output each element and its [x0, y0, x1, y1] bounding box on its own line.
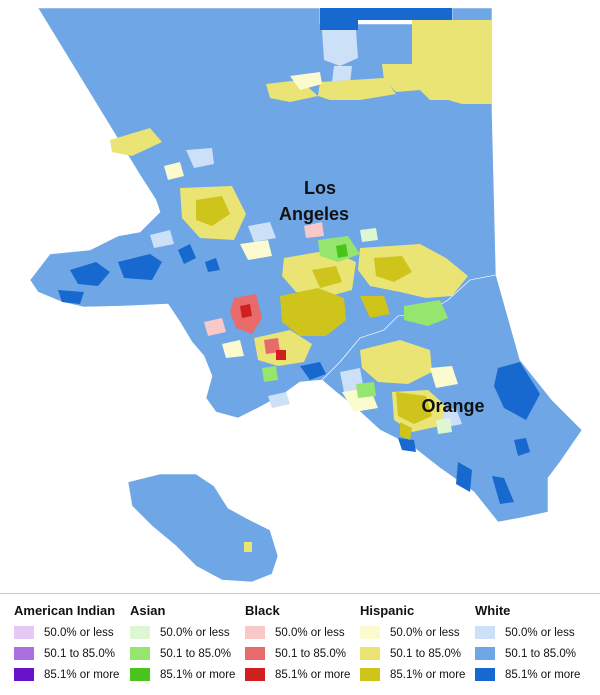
legend-group-white: White 50.0% or less 50.1 to 85.0% 85.1% … [475, 602, 590, 690]
legend-title: Asian [130, 603, 166, 618]
santa-clarita-hispanic [110, 128, 162, 156]
legend-swatch [245, 647, 265, 660]
legend-label: 85.1% or more [275, 668, 351, 681]
orange-south-dark-white [514, 438, 530, 456]
legend-divider [0, 593, 600, 594]
island-hispanic [244, 542, 252, 552]
legend-title: White [475, 603, 511, 618]
black-areas [204, 222, 324, 360]
legend-label: 50.0% or less [275, 626, 345, 639]
map-canvas: Los Angeles Orange [29, 7, 583, 583]
legend-swatch [360, 626, 380, 639]
legend-item: 50.0% or less [360, 622, 475, 643]
legend-title: American Indian [14, 603, 116, 618]
northeast-dark-white [320, 8, 452, 30]
orange-asian [356, 382, 376, 398]
asian-light-2 [436, 418, 452, 434]
legend-label: 85.1% or more [44, 668, 120, 681]
south-la-hispanic [254, 330, 312, 366]
legend-swatch [130, 668, 150, 681]
hispanic-50-less-areas [164, 72, 458, 412]
legend-label: 50.0% or less [160, 626, 230, 639]
north-orange-hispanic [360, 340, 432, 384]
legend-item: 50.1 to 85.0% [14, 643, 130, 664]
legend-item: 85.1% or more [14, 664, 130, 685]
legend-swatch [130, 626, 150, 639]
legend-swatch [14, 626, 34, 639]
legend-title: Black [245, 603, 280, 618]
legend-group-black: Black 50.0% or less 50.1 to 85.0% 85.1% … [245, 602, 360, 690]
label-los: Los [304, 178, 336, 198]
legend-item: 85.1% or more [245, 664, 360, 685]
hispanic-85-plus-areas [196, 196, 432, 440]
legend: American Indian 50.0% or less 50.1 to 85… [14, 602, 594, 690]
legend-label: 50.1 to 85.0% [505, 647, 576, 660]
label-orange: Orange [421, 396, 484, 416]
legend-label: 85.1% or more [505, 668, 581, 681]
label-angeles: Angeles [279, 204, 349, 224]
asian-areas [262, 228, 452, 434]
legend-item: 85.1% or more [360, 664, 475, 685]
la-coast-dark-white [300, 362, 326, 380]
south-bay-asian [262, 366, 278, 382]
legend-item: 85.1% or more [475, 664, 590, 685]
legend-item: 50.1 to 85.0% [360, 643, 475, 664]
legend-swatch [360, 668, 380, 681]
legend-swatch [475, 626, 495, 639]
orange-mid-dark-white [398, 438, 416, 452]
legend-swatch [14, 668, 34, 681]
legend-label: 50.0% or less [390, 626, 460, 639]
census-map: Los Angeles Orange [29, 7, 583, 583]
legend-group-asian: Asian 50.0% or less 50.1 to 85.0% 85.1% … [130, 602, 245, 690]
legend-item: 50.0% or less [475, 622, 590, 643]
legend-swatch [245, 626, 265, 639]
black-dense-2 [276, 350, 286, 360]
black-dense-1 [240, 304, 252, 318]
legend-label: 50.1 to 85.0% [160, 647, 231, 660]
orange-east-dark-white [494, 362, 540, 420]
legend-title: Hispanic [360, 603, 415, 618]
legend-swatch [475, 668, 495, 681]
asian-light-1 [360, 228, 378, 242]
hispanic-50-85-areas [110, 20, 492, 552]
legend-swatch [14, 647, 34, 660]
valley-dark-white-1 [178, 244, 196, 264]
asian-dense [336, 244, 348, 258]
legend-label: 85.1% or more [160, 668, 236, 681]
orange-coast-dark-white-2 [492, 476, 514, 504]
legend-label: 50.1 to 85.0% [390, 647, 461, 660]
white-50-less-areas [150, 30, 462, 428]
legend-item: 50.1 to 85.0% [475, 643, 590, 664]
orange-coast-dark-white-1 [456, 462, 472, 492]
legend-item: 50.1 to 85.0% [245, 643, 360, 664]
antelope-valley-hispanic [382, 20, 492, 104]
legend-label: 50.0% or less [44, 626, 114, 639]
western-dark-white-3 [58, 290, 84, 304]
black-light-2 [304, 222, 324, 238]
legend-label: 50.0% or less [505, 626, 575, 639]
legend-group-american-indian: American Indian 50.0% or less 50.1 to 85… [14, 602, 130, 690]
black-light-1 [204, 318, 226, 336]
east-sgv-asian [404, 300, 448, 326]
western-dark-white-2 [70, 262, 110, 286]
legend-item: 50.0% or less [14, 622, 130, 643]
western-dark-white-1 [118, 254, 162, 280]
legend-label: 50.1 to 85.0% [44, 647, 115, 660]
legend-label: 50.1 to 85.0% [275, 647, 346, 660]
legend-label: 85.1% or more [390, 668, 466, 681]
legend-item: 50.0% or less [245, 622, 360, 643]
legend-swatch [475, 647, 495, 660]
white-85-plus-areas [58, 8, 540, 504]
legend-item: 85.1% or more [130, 664, 245, 685]
legend-swatch [245, 668, 265, 681]
legend-item: 50.1 to 85.0% [130, 643, 245, 664]
valley-dark-white-2 [205, 258, 220, 272]
palmdale-hispanic [318, 78, 396, 100]
legend-swatch [360, 647, 380, 660]
legend-group-hispanic: Hispanic 50.0% or less 50.1 to 85.0% 85.… [360, 602, 475, 690]
legend-item: 50.0% or less [130, 622, 245, 643]
legend-swatch [130, 647, 150, 660]
san-clemente-island [127, 473, 279, 583]
